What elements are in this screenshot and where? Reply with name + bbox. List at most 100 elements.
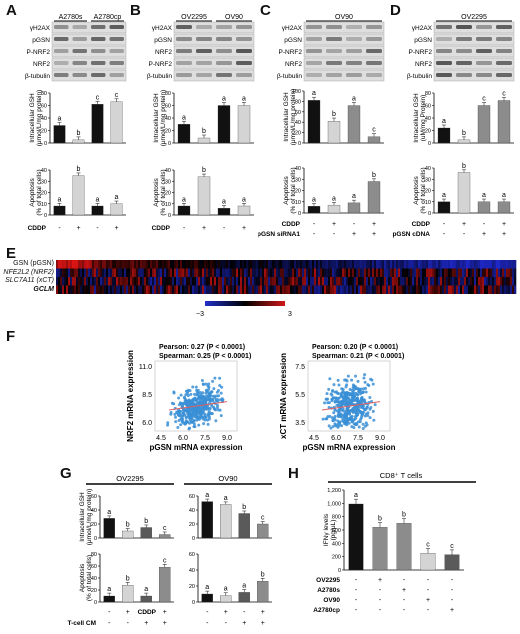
heatmap-cell xyxy=(156,268,159,277)
heatmap-cell xyxy=(310,277,313,286)
significance-letter: c xyxy=(163,525,167,532)
heatmap-cell xyxy=(146,260,149,269)
heatmap-cell xyxy=(354,260,357,269)
heatmap-cell xyxy=(140,285,143,294)
pearson-label: Pearson: 0.27 (P < 0.0001) xyxy=(159,344,245,351)
heatmap-cell xyxy=(378,260,381,269)
heatmap-cell xyxy=(194,277,197,286)
y-tick-label: 10 xyxy=(295,200,301,206)
heatmap-cell xyxy=(244,260,247,269)
significance-letter: b xyxy=(378,516,382,523)
blot-band xyxy=(176,37,192,41)
heatmap-cell xyxy=(398,260,401,269)
heatmap-cell xyxy=(92,277,95,286)
heatmap-cell xyxy=(86,268,89,277)
scatter-point xyxy=(337,414,341,418)
heatmap-cell xyxy=(188,260,191,269)
significance-letter: a xyxy=(312,90,316,97)
heatmap-cell xyxy=(242,277,245,286)
heatmap-cell xyxy=(120,268,123,277)
apoptosis-bar xyxy=(220,595,232,603)
heatmap-cell xyxy=(346,268,349,277)
heatmap-cell xyxy=(354,277,357,286)
heatmap-cell xyxy=(100,260,103,269)
heatmap-cell xyxy=(442,268,445,277)
heatmap-cell xyxy=(88,260,91,269)
scatter-point xyxy=(196,396,200,400)
heatmap-cell xyxy=(426,277,429,286)
heatmap-cell xyxy=(410,268,413,277)
heatmap-cell xyxy=(182,268,185,277)
treatment-label: CDDP xyxy=(138,609,157,616)
heatmap-cell xyxy=(384,277,387,286)
heatmap-cell xyxy=(180,268,183,277)
heatmap-cell xyxy=(268,285,271,294)
scatter-point xyxy=(200,400,204,404)
heatmap-row-label: GCLM xyxy=(33,285,54,293)
apoptosis-bar xyxy=(307,206,321,214)
heatmap-cell xyxy=(444,268,447,277)
heatmap-cell xyxy=(300,285,303,294)
scatter-point xyxy=(177,396,181,400)
scatter-point xyxy=(362,376,366,380)
scatter-point xyxy=(199,410,203,414)
scatter-point xyxy=(328,414,332,418)
y-tick-label: 20 xyxy=(189,522,195,528)
heatmap-figure: −3 3 xyxy=(56,260,517,318)
gsh-bar xyxy=(217,105,231,144)
heatmap-cell xyxy=(406,268,409,277)
heatmap-cell xyxy=(366,285,369,294)
blot-band xyxy=(236,73,252,77)
heatmap-cell xyxy=(110,260,113,269)
y-tick-label: 0 xyxy=(192,536,195,542)
heatmap-cell xyxy=(330,277,333,286)
heatmap-cell xyxy=(220,277,223,286)
spearman-label: Spearman: 0.25 (P < 0.0001) xyxy=(159,353,251,360)
heatmap-cell xyxy=(422,277,425,286)
y-tick-label: 40 xyxy=(165,116,171,122)
heatmap-cell xyxy=(66,277,69,286)
significance-letter: b xyxy=(144,518,148,525)
heatmap-cell xyxy=(178,285,181,294)
blot-label: β-tubulin xyxy=(407,73,432,80)
blot-band xyxy=(366,61,382,65)
heatmap-cell xyxy=(190,285,193,294)
y-tick-label: 7.5 xyxy=(295,364,305,371)
scatter-point xyxy=(201,415,205,419)
heatmap-cell xyxy=(82,268,85,277)
ifng-bar xyxy=(444,554,460,571)
heatmap-cell xyxy=(462,277,465,286)
blot-band xyxy=(91,25,106,29)
x-tick-label: 4.5 xyxy=(309,435,319,442)
heatmap-cell xyxy=(254,285,257,294)
heatmap-cell xyxy=(356,260,359,269)
heatmap-cell xyxy=(236,260,239,269)
heatmap-cell xyxy=(392,277,395,286)
ifng-bar xyxy=(348,503,364,571)
heatmap-cell xyxy=(248,277,251,286)
heatmap-cell xyxy=(450,268,453,277)
y-tick-label: 0 xyxy=(298,211,301,217)
treatment-sign: - xyxy=(379,587,382,594)
heatmap-cell xyxy=(330,285,333,294)
treatment-sign: - xyxy=(206,620,209,627)
blot-strip xyxy=(303,33,385,46)
treatment-sign: - xyxy=(403,577,406,584)
heatmap-cell xyxy=(508,285,511,294)
y-axis-label: Apoptosis(% of total cells) xyxy=(153,169,167,215)
blot-band xyxy=(496,37,512,41)
heatmap-cell xyxy=(128,268,131,277)
heatmap-cell xyxy=(276,277,279,286)
heatmap-cell xyxy=(206,285,209,294)
ifng-bar xyxy=(420,553,436,571)
y-tick-label: 40 xyxy=(165,168,171,174)
heatmap-cell xyxy=(176,268,179,277)
heatmap-cell xyxy=(416,285,419,294)
heatmap-cell xyxy=(184,285,187,294)
heatmap-cell xyxy=(100,285,103,294)
heatmap-cell xyxy=(328,285,331,294)
heatmap-cell xyxy=(230,268,233,277)
heatmap-cell xyxy=(338,277,341,286)
heatmap-cell xyxy=(210,268,213,277)
scatter-point xyxy=(209,391,213,395)
